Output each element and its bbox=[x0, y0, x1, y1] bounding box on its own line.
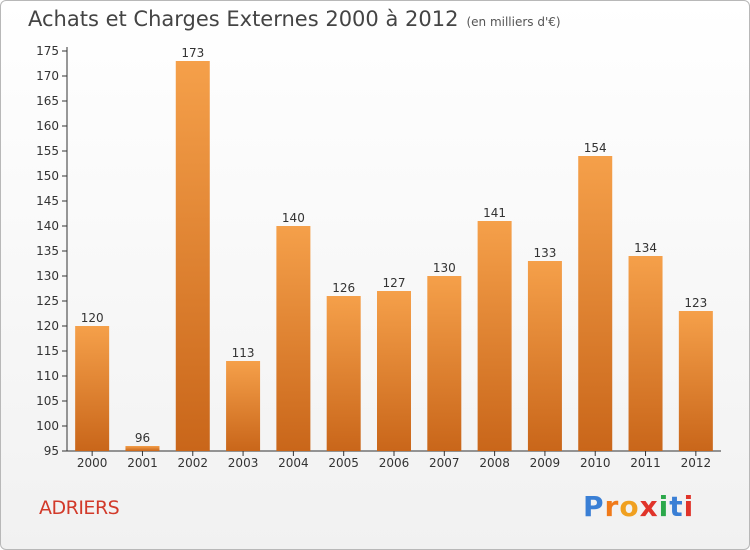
bar-2000 bbox=[75, 326, 110, 451]
data-label: 140 bbox=[282, 211, 305, 225]
y-tick-label: 160 bbox=[36, 119, 59, 133]
data-label: 127 bbox=[383, 276, 406, 290]
x-tick-label: 2004 bbox=[278, 456, 309, 470]
proxiti-logo: Proxiti bbox=[583, 490, 694, 523]
data-label: 123 bbox=[684, 296, 707, 310]
bar-2012 bbox=[678, 311, 713, 451]
x-tick-label: 2000 bbox=[77, 456, 108, 470]
x-tick-label: 2003 bbox=[228, 456, 259, 470]
bar-2008 bbox=[477, 221, 512, 451]
bar-2009 bbox=[527, 261, 562, 451]
x-tick-label: 2001 bbox=[127, 456, 158, 470]
data-label: 120 bbox=[81, 311, 104, 325]
data-label: 141 bbox=[483, 206, 506, 220]
x-tick-label: 2002 bbox=[177, 456, 208, 470]
bar-2011 bbox=[628, 256, 663, 451]
data-label: 113 bbox=[232, 346, 255, 360]
logo-letter: t bbox=[669, 490, 684, 523]
logo-letter: P bbox=[583, 490, 605, 523]
y-tick-label: 105 bbox=[36, 394, 59, 408]
x-tick-label: 2010 bbox=[580, 456, 611, 470]
bar-2004 bbox=[276, 226, 311, 451]
y-tick-label: 150 bbox=[36, 169, 59, 183]
bar-2005 bbox=[326, 296, 361, 451]
y-tick-label: 175 bbox=[36, 44, 59, 58]
chart-data-labels: 120 96 173 113 140 126 127 130 141 133 154 134 123 bbox=[81, 46, 708, 445]
chart-subtitle: (en milliers d'€) bbox=[466, 15, 561, 29]
chart-bars bbox=[75, 61, 713, 451]
bar-2002 bbox=[175, 61, 210, 451]
bar-2010 bbox=[578, 156, 613, 451]
data-label: 133 bbox=[533, 246, 556, 260]
y-tick-label: 115 bbox=[36, 344, 59, 358]
town-name: ADRIERS bbox=[39, 497, 120, 519]
data-label: 130 bbox=[433, 261, 456, 275]
data-label: 154 bbox=[584, 141, 607, 155]
y-tick-label: 120 bbox=[36, 319, 59, 333]
x-tick-label: 2012 bbox=[681, 456, 712, 470]
logo-letter: i bbox=[683, 490, 695, 523]
y-tick-label: 135 bbox=[36, 244, 59, 258]
bar-2007 bbox=[427, 276, 462, 451]
chart-axes: 95 100 105 110 115 120 125 130 135 140 145 150 155 16… bbox=[36, 44, 721, 470]
y-tick-label: 130 bbox=[36, 269, 59, 283]
data-label: 96 bbox=[135, 431, 150, 445]
y-tick-label: 95 bbox=[44, 444, 59, 458]
x-tick-label: 2011 bbox=[630, 456, 661, 470]
logo-letter: r bbox=[604, 490, 620, 523]
logo-letter: o bbox=[619, 490, 640, 523]
logo-letter: x bbox=[639, 490, 659, 523]
data-label: 126 bbox=[332, 281, 355, 295]
chart-title-text: Achats et Charges Externes 2000 à 2012 bbox=[28, 7, 459, 31]
logo-letter: i bbox=[658, 490, 670, 523]
x-tick-label: 2008 bbox=[479, 456, 510, 470]
chart-title: Achats et Charges Externes 2000 à 2012 (e… bbox=[28, 7, 561, 31]
bar-2006 bbox=[377, 291, 411, 451]
y-tick-label: 125 bbox=[36, 294, 59, 308]
data-label: 173 bbox=[181, 46, 204, 60]
bar-2003 bbox=[226, 361, 261, 451]
x-tick-label: 2006 bbox=[379, 456, 410, 470]
y-tick-label: 155 bbox=[36, 144, 59, 158]
y-tick-label: 140 bbox=[36, 219, 59, 233]
y-tick-label: 100 bbox=[36, 419, 59, 433]
x-tick-label: 2009 bbox=[530, 456, 561, 470]
y-tick-label: 170 bbox=[36, 69, 59, 83]
y-tick-label: 145 bbox=[36, 194, 59, 208]
bar-2001 bbox=[125, 446, 160, 451]
data-label: 134 bbox=[634, 241, 657, 255]
y-tick-label: 110 bbox=[36, 369, 59, 383]
x-tick-label: 2005 bbox=[328, 456, 359, 470]
y-tick-label: 165 bbox=[36, 94, 59, 108]
x-tick-label: 2007 bbox=[429, 456, 460, 470]
